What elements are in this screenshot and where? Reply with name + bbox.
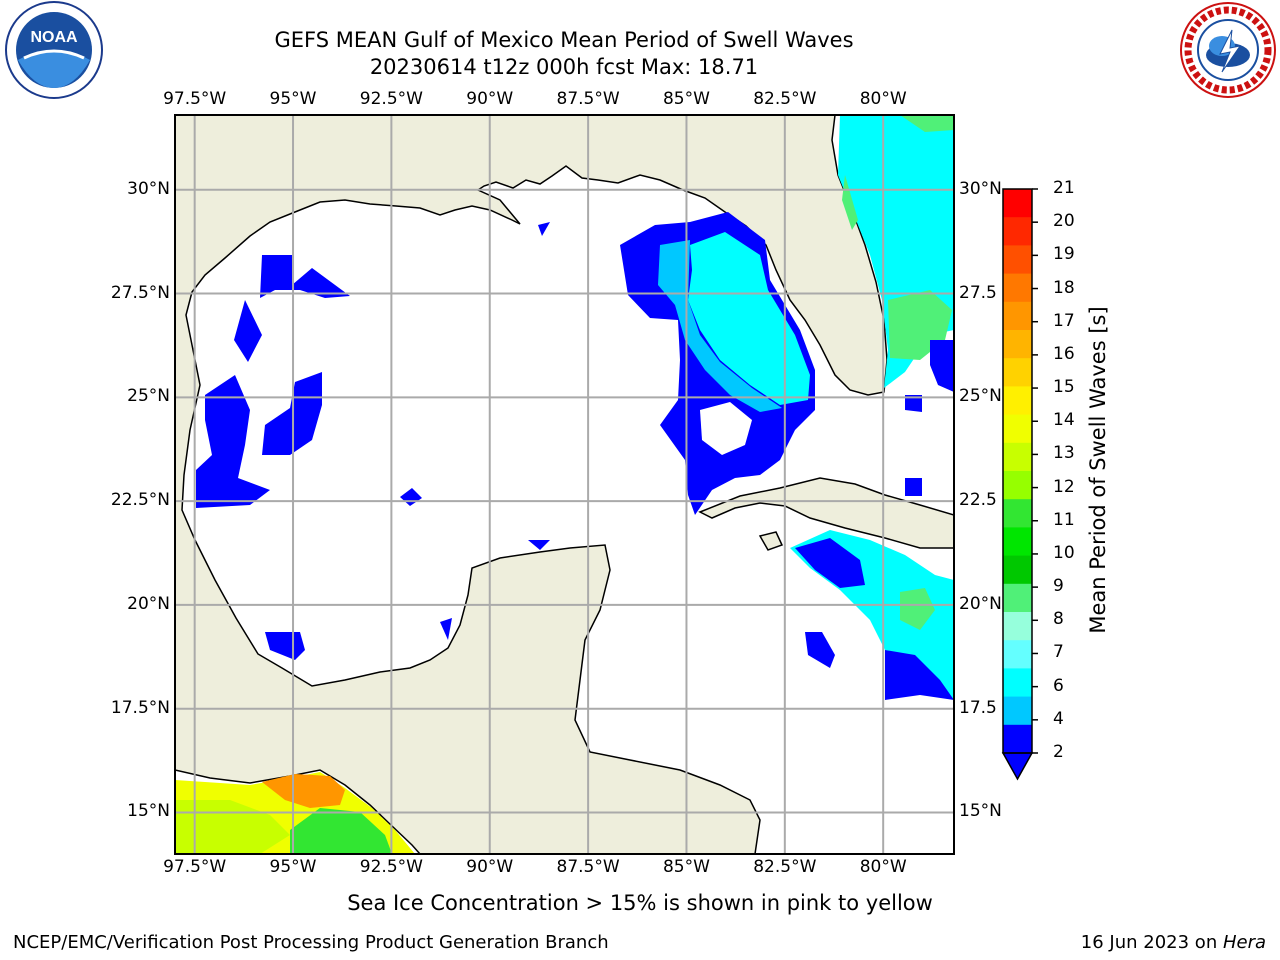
latitude-label: 25°N (959, 386, 1002, 407)
longitude-label: 95°W (269, 857, 317, 877)
latitude-label: 27.5°N (110, 282, 170, 303)
east-gulf-swell-lightblue (658, 240, 782, 412)
caribbean-swell-green (900, 588, 935, 630)
longitude-label: 80°W (859, 89, 907, 109)
latitude-label: 30°N (959, 178, 1002, 199)
caribbean-swell-blue-5 (905, 395, 922, 412)
latitude-label: 30°N (127, 178, 170, 199)
longitude-label: 92.5°W (359, 857, 423, 877)
latitude-label: 20°N (959, 593, 1002, 614)
colorbar-tick-label: 9 (1053, 576, 1064, 597)
colorbar-title: Mean Period of Swell Waves [s] (1086, 306, 1110, 634)
latitude-label: 17.5°N (110, 697, 170, 718)
colorbar-tick-label: 21 (1053, 178, 1075, 198)
land-cuba (698, 477, 954, 549)
map-frame (174, 114, 955, 855)
longitude-label: 97.5°W (163, 89, 227, 109)
atlantic-swell-blue (930, 340, 954, 392)
land-isle-of-youth (758, 531, 784, 551)
longitude-label: 82.5°W (753, 89, 817, 109)
colorbar-tick-label: 19 (1053, 244, 1075, 265)
colorbar-tick-label: 14 (1053, 410, 1075, 431)
colorbar-tick-label: 2 (1053, 742, 1064, 762)
latitude-label: 22.5°N (110, 490, 170, 511)
latitude-label: 22.5 (959, 490, 997, 511)
footer-date-text: 16 Jun 2023 on (1080, 932, 1223, 953)
colorbar-tick-label: 18 (1053, 277, 1075, 298)
sea-ice-note: Sea Ice Concentration > 15% is shown in … (347, 891, 933, 915)
colorbar-tick-label: 11 (1053, 509, 1075, 530)
caribbean-swell-blue-2 (885, 650, 954, 700)
colorbar-tick-label: 6 (1053, 675, 1064, 696)
latitude-label: 25°N (127, 386, 170, 407)
latitude-label: 17.5 (959, 697, 997, 718)
west-gulf-swell-9 (440, 618, 452, 640)
pacific-swell-orange (262, 774, 345, 808)
longitude-label: 90°W (466, 857, 514, 877)
longitude-label: 87.5°W (556, 857, 620, 877)
pacific-swell-green (290, 808, 392, 854)
west-gulf-swell-6 (528, 540, 550, 550)
nws-logo (1178, 0, 1278, 100)
colorbar-tick-label: 4 (1053, 708, 1064, 729)
west-gulf-swell-4 (262, 372, 322, 455)
colorbar-tick-label: 7 (1053, 642, 1064, 663)
latitude-label: 15°N (127, 801, 170, 822)
caribbean-swell-blue (795, 538, 865, 588)
east-gulf-white-hole (700, 402, 752, 455)
west-gulf-swell-8 (265, 632, 305, 660)
colorbar-tick-label: 13 (1053, 443, 1075, 464)
svg-text:NOAA: NOAA (30, 29, 78, 46)
chart-title: GEFS MEAN Gulf of Mexico Mean Period of … (274, 28, 854, 52)
longitude-label: 80°W (859, 857, 907, 877)
longitude-label: 87.5°W (556, 89, 620, 109)
graticule (175, 115, 954, 854)
colorbar-tick-label: 12 (1053, 476, 1075, 497)
latitude-label: 27.5 (959, 282, 997, 303)
footer-host: Hera (1222, 932, 1266, 953)
west-gulf-swell-7 (538, 222, 550, 236)
west-gulf-swell-1 (260, 255, 350, 298)
noaa-logo: NOAA (4, 0, 104, 100)
west-gulf-swell-3 (196, 375, 270, 508)
caribbean-swell-blue-4 (905, 478, 922, 496)
footer-credit: NCEP/EMC/Verification Post Processing Pr… (13, 932, 609, 953)
caribbean-swell-blue-3 (805, 632, 835, 668)
footer-date: 16 Jun 2023 on Hera (1081, 932, 1266, 953)
longitude-label: 85°W (662, 89, 710, 109)
latitude-label: 20°N (127, 593, 170, 614)
longitude-label: 92.5°W (359, 89, 423, 109)
longitude-label: 95°W (269, 89, 317, 109)
longitude-label: 85°W (662, 857, 710, 877)
colorbar-tick-label: 17 (1053, 310, 1075, 331)
longitude-label: 97.5°W (163, 857, 227, 877)
longitude-label: 82.5°W (753, 857, 817, 877)
colorbar-tick-label: 15 (1053, 377, 1075, 398)
west-gulf-swell-2 (234, 300, 262, 362)
colorbar-tick-label: 8 (1053, 609, 1064, 630)
east-gulf-swell-cyan (688, 232, 810, 405)
latitude-label: 15°N (959, 801, 1002, 822)
colorbar-tick-label: 10 (1053, 542, 1075, 563)
colorbar-tick-label: 20 (1053, 211, 1075, 232)
chart-subtitle-forecast: 20230614 t12z 000h fcst Max: 18.71 (369, 55, 759, 79)
longitude-label: 90°W (466, 89, 514, 109)
pacific-swell-lime (175, 800, 290, 854)
atlantic-swell-green (900, 115, 954, 132)
colorbar-tick-label: 16 (1053, 343, 1075, 364)
